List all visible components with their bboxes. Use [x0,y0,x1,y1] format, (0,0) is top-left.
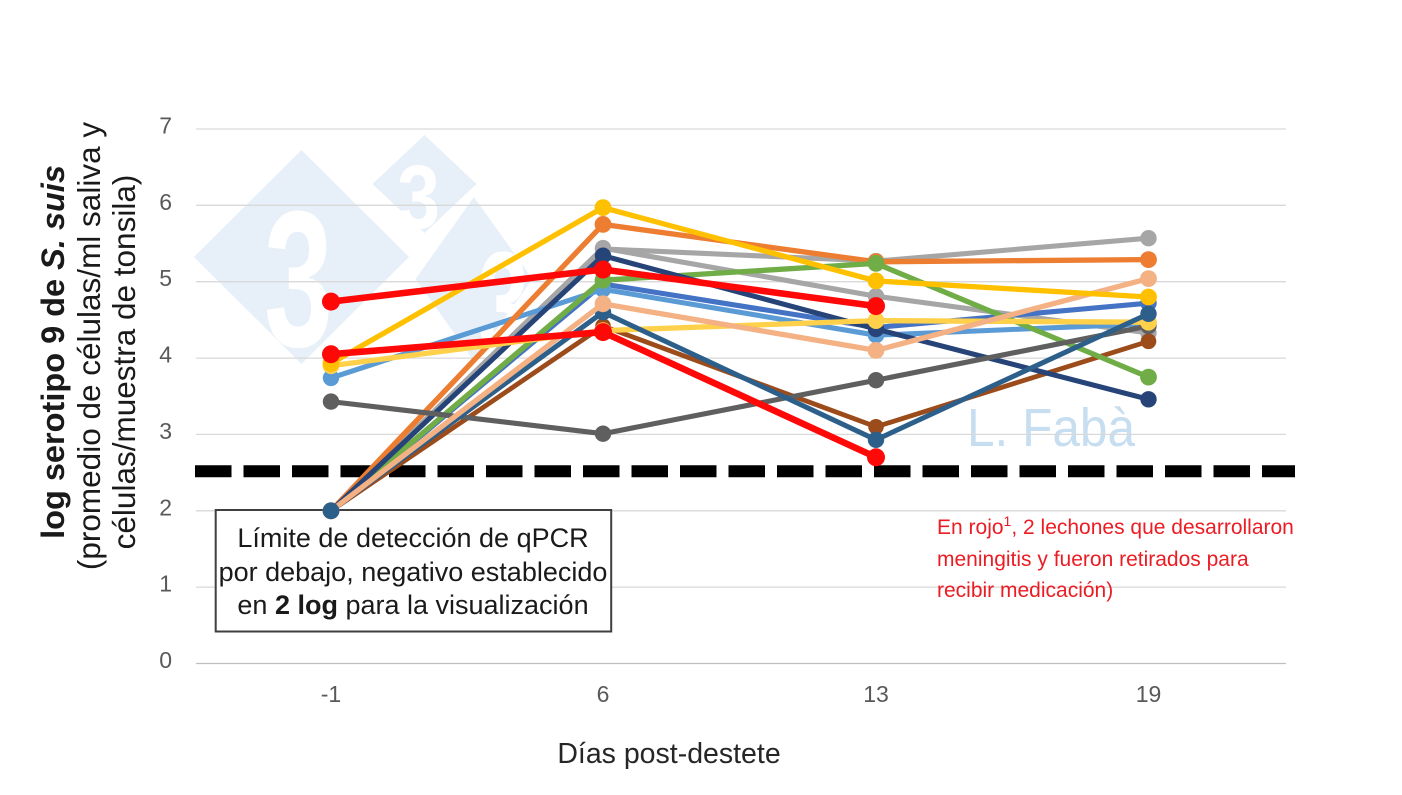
svg-text:en 2 log para la visualización: en 2 log para la visualización [237,590,588,620]
svg-text:4: 4 [159,342,172,368]
svg-text:por debajo, negativo estableci: por debajo, negativo establecido [219,557,608,587]
svg-text:7: 7 [159,113,172,139]
svg-text:log serotipo 9 de S. suis: log serotipo 9 de S. suis [35,165,71,539]
svg-text:(promedio de células/ml saliva: (promedio de células/ml saliva y [71,122,107,570]
svg-text:recibir medicación): recibir medicación) [937,579,1113,602]
svg-text:6: 6 [159,189,172,215]
svg-text:13: 13 [863,681,889,707]
svg-text:0: 0 [159,647,172,673]
svg-text:3: 3 [264,171,333,388]
svg-text:3: 3 [159,418,172,444]
svg-text:19: 19 [1136,681,1162,707]
svg-text:meningitis y fueron retirados: meningitis y fueron retirados para [937,548,1249,571]
svg-text:-1: -1 [321,681,341,707]
svg-text:6: 6 [597,681,610,707]
svg-text:células/muestra de tonsila): células/muestra de tonsila) [106,175,142,550]
svg-text:En rojo1, 2 lechones que desar: En rojo1, 2 lechones que desarrollaron [937,513,1294,539]
svg-text:2: 2 [159,494,172,520]
svg-text:3: 3 [397,148,440,248]
svg-text:Días post-destete: Días post-destete [557,738,780,770]
svg-text:Límite de detección de qPCR: Límite de detección de qPCR [237,523,588,553]
svg-text:1: 1 [159,571,172,597]
svg-text:5: 5 [159,265,172,291]
svg-text:L. Fabà: L. Fabà [967,398,1136,458]
